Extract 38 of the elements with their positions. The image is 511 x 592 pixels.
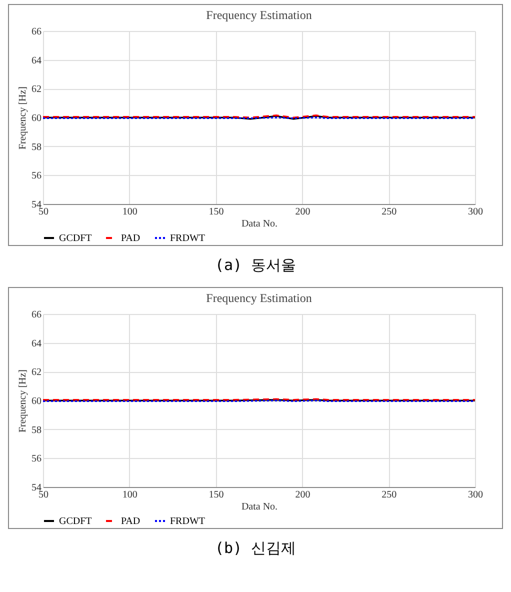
x-tick-label: 200 (295, 206, 310, 218)
y-tick-label: 64 (32, 55, 42, 66)
legend-label: FRDWT (170, 516, 205, 527)
y-axis-title: Frequency [Hz] (18, 86, 28, 150)
y-tick-label: 66 (32, 310, 42, 320)
x-tick-label: 100 (122, 206, 138, 218)
x-axis-title: Data No. (241, 502, 278, 512)
text: (b) 신김제 (214, 539, 298, 558)
x-tick-label: 300 (468, 490, 483, 500)
y-tick-label: 66 (32, 26, 42, 38)
y-tick-label: 60 (32, 396, 42, 407)
x-tick-label: 100 (122, 490, 138, 500)
x-tick-label: 250 (382, 206, 397, 218)
y-tick-label: 58 (32, 424, 42, 436)
legend-label: FRDWT (170, 233, 205, 244)
x-tick-label: 150 (208, 490, 224, 500)
legend-label: GCDFT (59, 233, 92, 244)
x-tick-label: 250 (382, 490, 397, 500)
y-tick-label: 58 (32, 142, 42, 153)
legend-label: PAD (121, 233, 140, 244)
chart-title: Frequency Estimation (206, 8, 312, 22)
x-tick-label: 150 (208, 206, 224, 218)
x-tick-label: 200 (295, 490, 310, 500)
y-tick-label: 62 (32, 367, 42, 378)
x-tick-label: 50 (38, 490, 48, 500)
y-tick-label: 64 (32, 338, 42, 350)
y-tick-label: 56 (32, 454, 42, 465)
legend-label: GCDFT (59, 516, 92, 527)
x-tick-label: 50 (38, 206, 48, 218)
x-tick-label: 300 (468, 206, 483, 218)
text: (a) 동서울 (214, 256, 298, 275)
y-tick-label: 56 (32, 170, 42, 182)
chart-title: Frequency Estimation (206, 291, 312, 305)
x-axis-title: Data No. (241, 218, 278, 230)
y-tick-label: 60 (32, 113, 42, 124)
y-tick-label: 62 (32, 84, 42, 96)
y-axis-title: Frequency [Hz] (18, 369, 28, 433)
legend-label: PAD (121, 516, 140, 527)
